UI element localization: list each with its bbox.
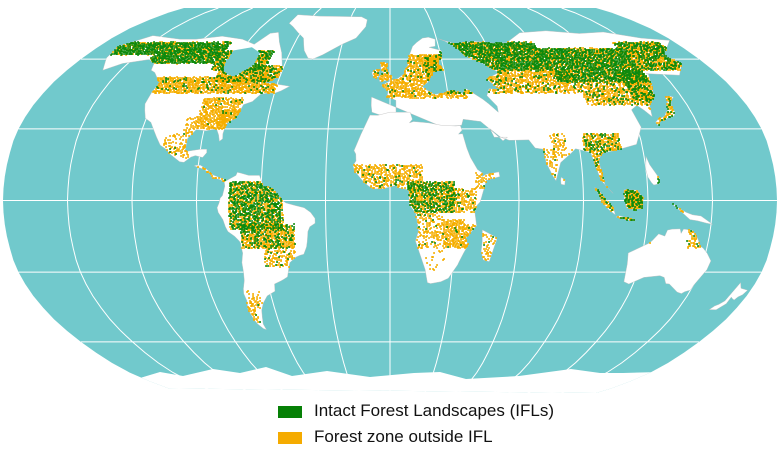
svg-text:Forest zone outside IFL: Forest zone outside IFL (314, 427, 493, 446)
svg-text:Intact Forest Landscapes (IFLs: Intact Forest Landscapes (IFLs) (314, 401, 554, 420)
